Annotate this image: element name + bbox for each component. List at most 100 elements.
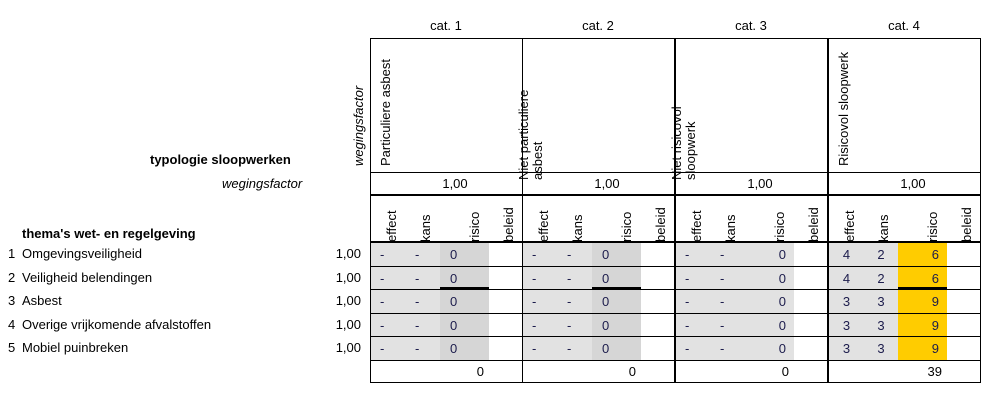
category-header: cat. 4 xyxy=(888,18,920,33)
cell-kans: - xyxy=(711,290,745,313)
cell-kans: - xyxy=(406,313,440,337)
cell-risico: 0 xyxy=(745,266,794,290)
cell-effect: - xyxy=(523,266,558,290)
divider xyxy=(675,241,827,243)
cell-risico: 9 xyxy=(898,290,947,313)
divider xyxy=(522,172,674,173)
row-divider xyxy=(370,289,522,291)
cell-effect: - xyxy=(676,337,711,360)
cell-risico: 0 xyxy=(745,337,794,360)
row-divider xyxy=(370,312,522,314)
theme-label: Asbest xyxy=(22,293,62,309)
cell-risico: 9 xyxy=(898,337,947,360)
subcolumn-header-kans: kans xyxy=(723,214,738,242)
theme-weight: 1,00 xyxy=(335,340,361,356)
cell-kans: 3 xyxy=(864,337,898,360)
cell-risico: 0 xyxy=(440,313,489,337)
category-weight: 1,00 xyxy=(442,176,468,191)
row-divider xyxy=(370,360,522,361)
theme-number: 5 xyxy=(8,340,16,356)
category-header: cat. 2 xyxy=(582,18,614,33)
theme-weight: 1,00 xyxy=(335,293,361,309)
cell-kans: - xyxy=(558,243,592,266)
cell-kans: - xyxy=(558,337,592,360)
cell-kans: - xyxy=(711,266,745,290)
subcolumn-header-kans: kans xyxy=(570,214,585,242)
cell-beleid xyxy=(794,313,827,337)
cell-risico: 0 xyxy=(592,313,641,337)
row-divider xyxy=(675,312,827,314)
themes-label: thema's wet- en regelgeving xyxy=(22,226,196,241)
cell-beleid xyxy=(947,243,980,266)
cell-effect: - xyxy=(523,313,558,337)
theme-number: 2 xyxy=(8,269,16,285)
subcolumn-header-risico: risico xyxy=(772,211,787,242)
divider xyxy=(828,241,980,243)
theme-number: 1 xyxy=(8,246,16,261)
theme-label: Veiligheid belendingen xyxy=(22,269,153,285)
cell-effect: - xyxy=(371,243,406,266)
divider xyxy=(522,194,674,196)
row-divider xyxy=(675,289,827,291)
cell-kans: - xyxy=(711,243,745,266)
theme-weight: 1,00 xyxy=(335,246,361,261)
cell-effect: 3 xyxy=(829,337,864,360)
cell-effect: - xyxy=(371,313,406,337)
theme-label: Mobiel puinbreken xyxy=(22,340,129,356)
category-total: 0 xyxy=(781,364,789,379)
cell-risico: 0 xyxy=(592,266,641,290)
category-name: Particuliere asbest xyxy=(378,59,393,166)
cell-kans: - xyxy=(558,313,592,337)
cell-effect: - xyxy=(676,290,711,313)
cell-beleid xyxy=(489,337,522,360)
row-divider xyxy=(522,265,674,267)
cell-risico: 0 xyxy=(440,337,489,360)
category-frame xyxy=(828,38,981,383)
cell-beleid xyxy=(947,337,980,360)
cell-risico: 0 xyxy=(440,290,489,313)
theme-weight: 1,00 xyxy=(335,316,361,332)
row-divider xyxy=(370,265,522,267)
cell-effect: - xyxy=(523,337,558,360)
cell-kans: - xyxy=(558,266,592,290)
category-name: Niet particuliere asbest xyxy=(516,89,545,180)
row-divider xyxy=(828,265,980,267)
divider xyxy=(828,194,980,196)
cell-effect: - xyxy=(371,290,406,313)
theme-label: Omgevingsveiligheid xyxy=(22,246,142,261)
divider xyxy=(675,172,827,173)
row-divider xyxy=(522,312,674,314)
cell-beleid xyxy=(489,266,522,290)
cell-beleid xyxy=(794,266,827,290)
row-divider xyxy=(370,336,522,338)
divider xyxy=(675,194,827,196)
subcolumn-header-effect: effect xyxy=(842,210,857,242)
weight-label: wegingsfactor xyxy=(222,176,303,191)
row-divider xyxy=(522,289,674,291)
cell-risico: 9 xyxy=(898,313,947,337)
category-header: cat. 3 xyxy=(735,18,767,33)
row-divider xyxy=(522,360,674,361)
category-weight: 1,00 xyxy=(747,176,773,191)
category-weight: 1,00 xyxy=(594,176,620,191)
cell-kans: - xyxy=(406,337,440,360)
category-total: 39 xyxy=(927,364,942,379)
cell-risico: 0 xyxy=(745,290,794,313)
cell-beleid xyxy=(641,313,674,337)
cell-risico: 0 xyxy=(745,313,794,337)
cell-effect: - xyxy=(676,266,711,290)
cell-kans: - xyxy=(406,290,440,313)
subcolumn-header-effect: effect xyxy=(689,210,704,242)
cell-kans: - xyxy=(406,243,440,266)
cell-kans: 3 xyxy=(864,290,898,313)
cell-risico: 6 xyxy=(898,243,947,266)
cell-effect: - xyxy=(523,290,558,313)
row-divider xyxy=(522,336,674,338)
subcolumn-header-risico: risico xyxy=(925,211,940,242)
cell-beleid xyxy=(947,290,980,313)
divider xyxy=(828,172,980,173)
cell-beleid xyxy=(641,290,674,313)
cell-beleid xyxy=(794,243,827,266)
cell-effect: 4 xyxy=(829,266,864,290)
cell-kans: - xyxy=(406,266,440,290)
